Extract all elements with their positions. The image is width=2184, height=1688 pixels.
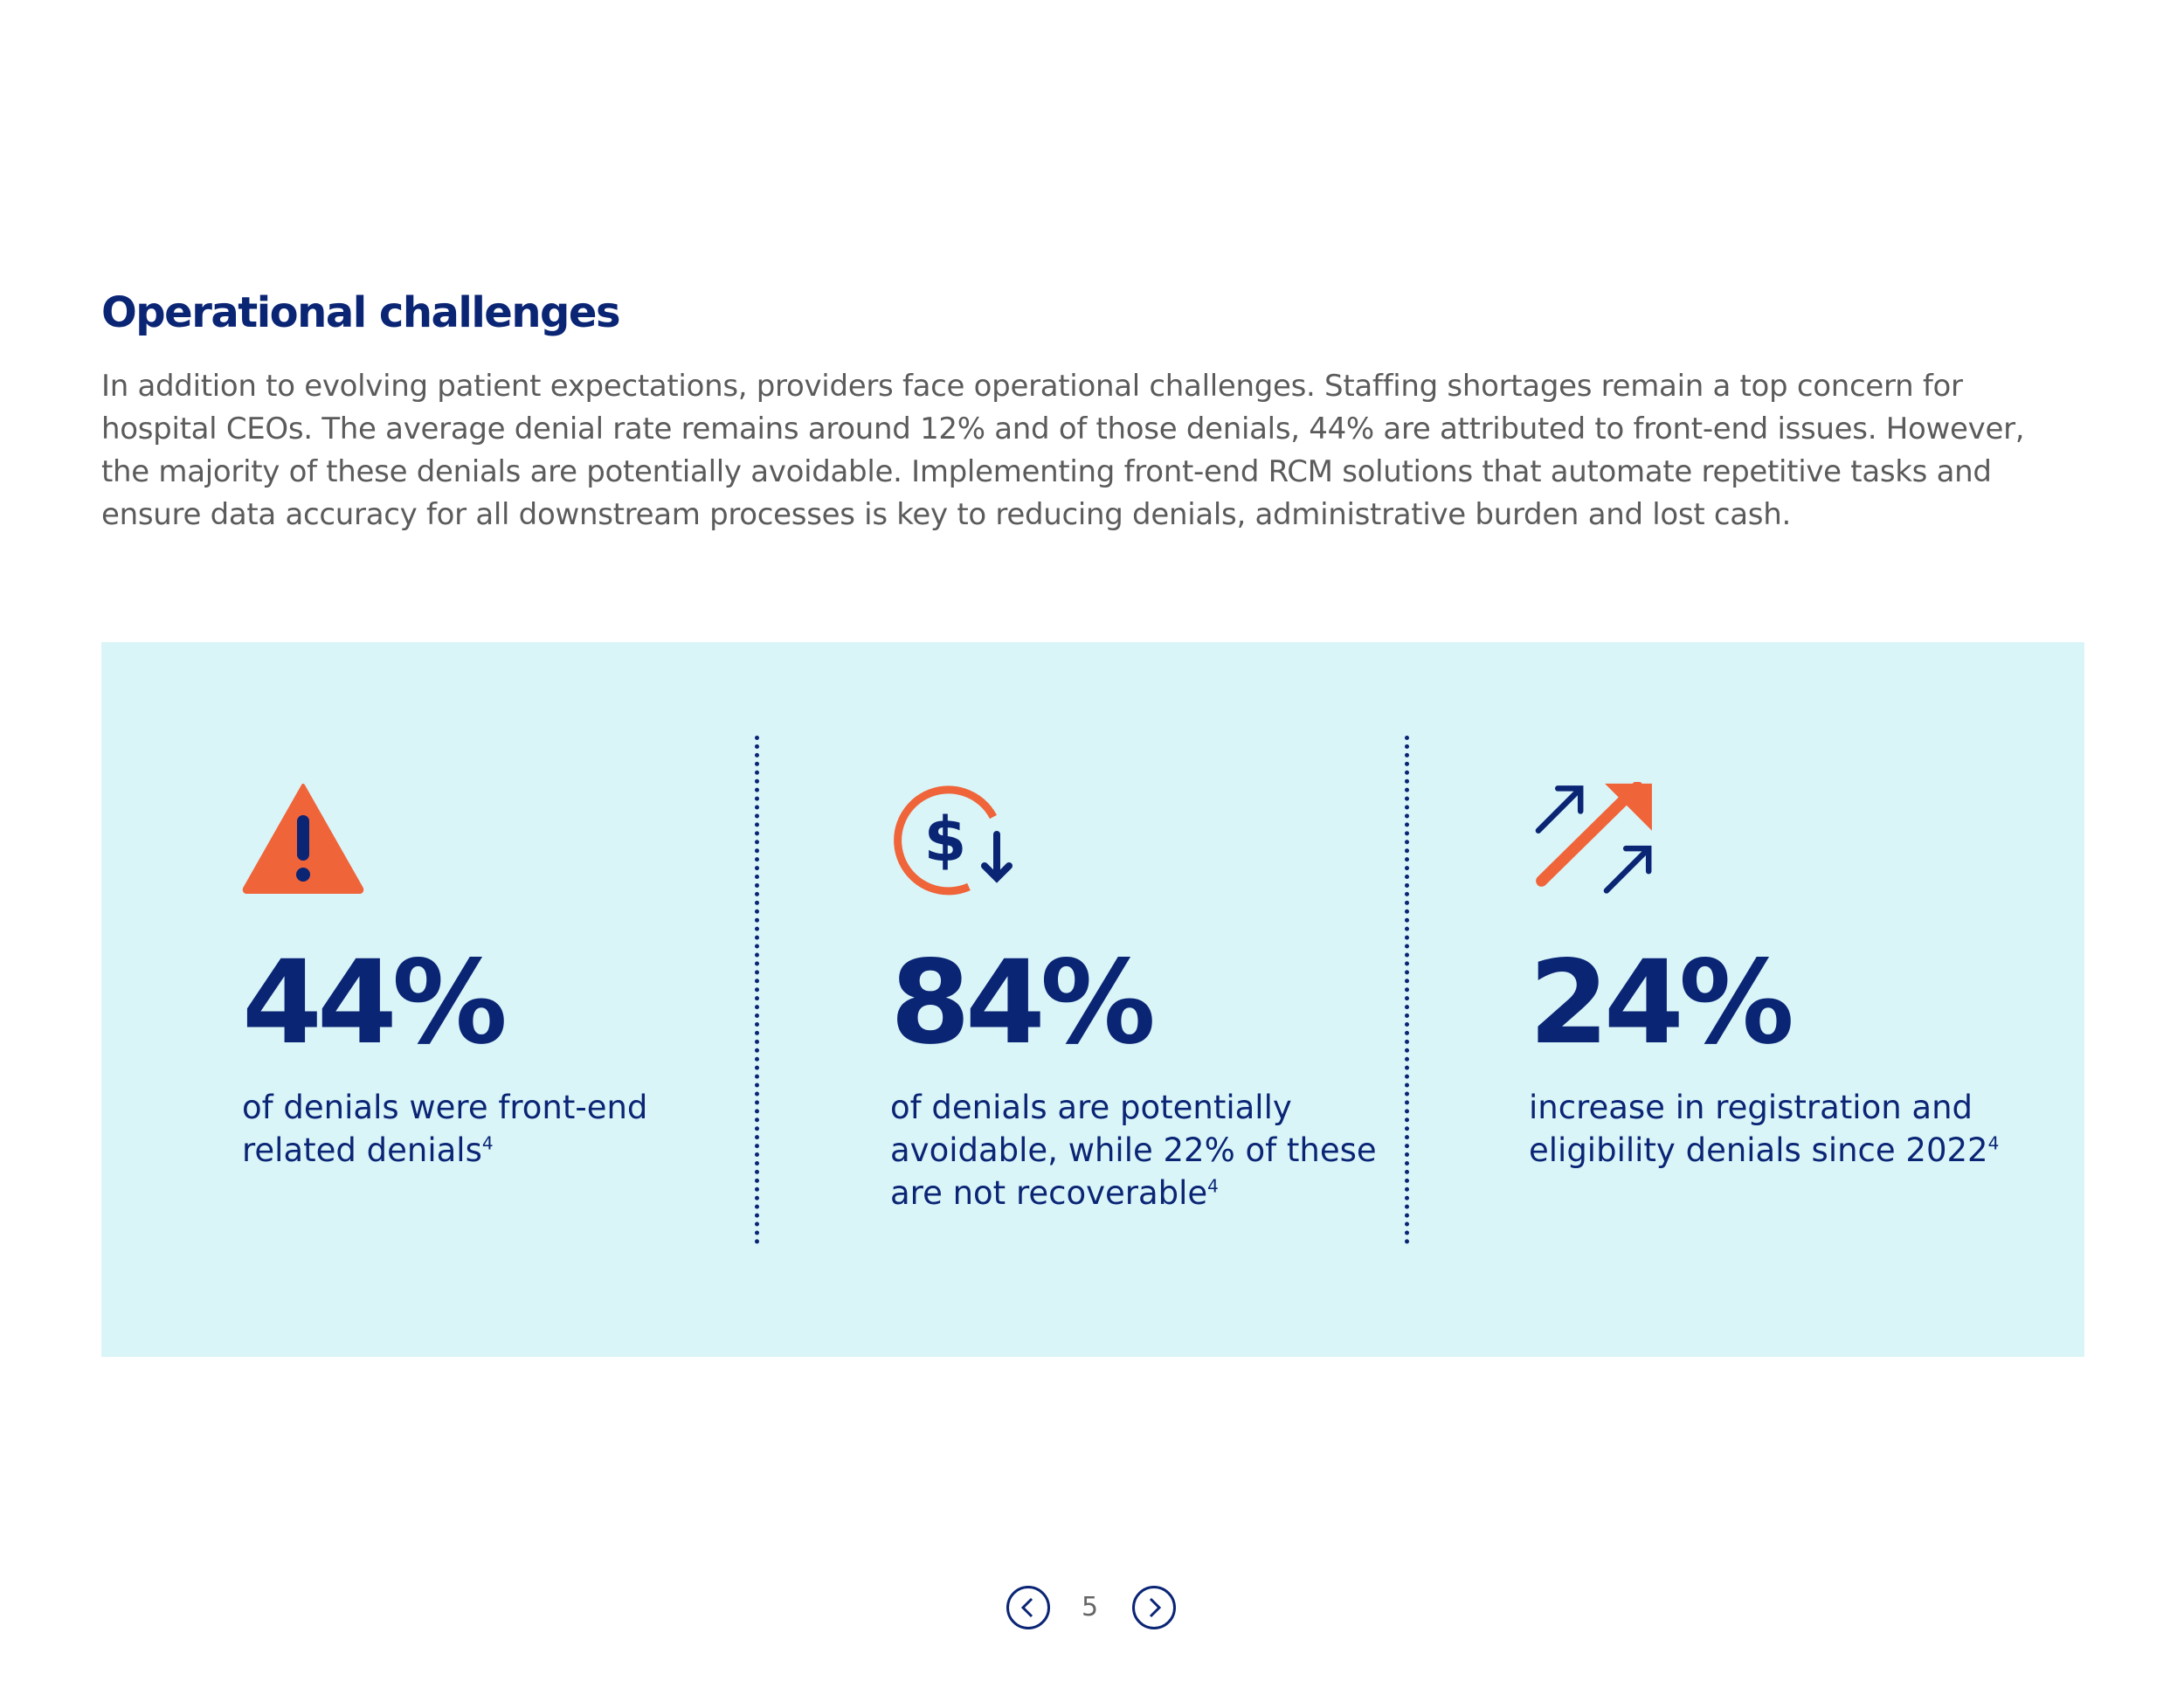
title: Operational challenges <box>101 288 621 337</box>
divider <box>755 736 759 1244</box>
stat-value: 44% <box>242 936 508 1070</box>
divider <box>1405 736 1409 1244</box>
text: of denials were front-end related denial… <box>242 1089 648 1169</box>
stats-panel: 44% of denials were front-end related de… <box>101 642 2084 1357</box>
text: 4 <box>1987 1132 2000 1154</box>
prev-button[interactable] <box>1006 1586 1050 1629</box>
stat-value: 84% <box>890 936 1156 1070</box>
stat: $ 84% of denials are potentially avoidab… <box>890 782 1379 1214</box>
text: 4 <box>1207 1175 1219 1197</box>
intro: In addition to evolving patient expectat… <box>101 369 2025 532</box>
stat-text: increase in registration and eligibility… <box>1529 1086 2018 1172</box>
next-arrow <box>1149 1597 1162 1618</box>
warning-icon <box>242 784 364 894</box>
text: of denials are potentially avoidable, wh… <box>890 1089 1377 1212</box>
stat: 24% increase in registration and eligibi… <box>1529 782 2018 1172</box>
svg-text:$: $ <box>924 804 967 875</box>
stat-value: 24% <box>1529 936 1794 1070</box>
stat-text: of denials are potentially avoidable, wh… <box>890 1086 1379 1214</box>
growth-icon <box>1535 782 1652 894</box>
next-button[interactable] <box>1132 1586 1176 1629</box>
stat: 44% of denials were front-end related de… <box>242 782 731 1172</box>
page-number: 5 <box>1082 1592 1099 1622</box>
dollar-icon: $ <box>894 785 1013 896</box>
prev-arrow <box>1020 1597 1033 1618</box>
text: increase in registration and eligibility… <box>1529 1089 1988 1169</box>
stat-text: of denials were front-end related denial… <box>242 1086 731 1172</box>
text: 4 <box>481 1132 494 1154</box>
